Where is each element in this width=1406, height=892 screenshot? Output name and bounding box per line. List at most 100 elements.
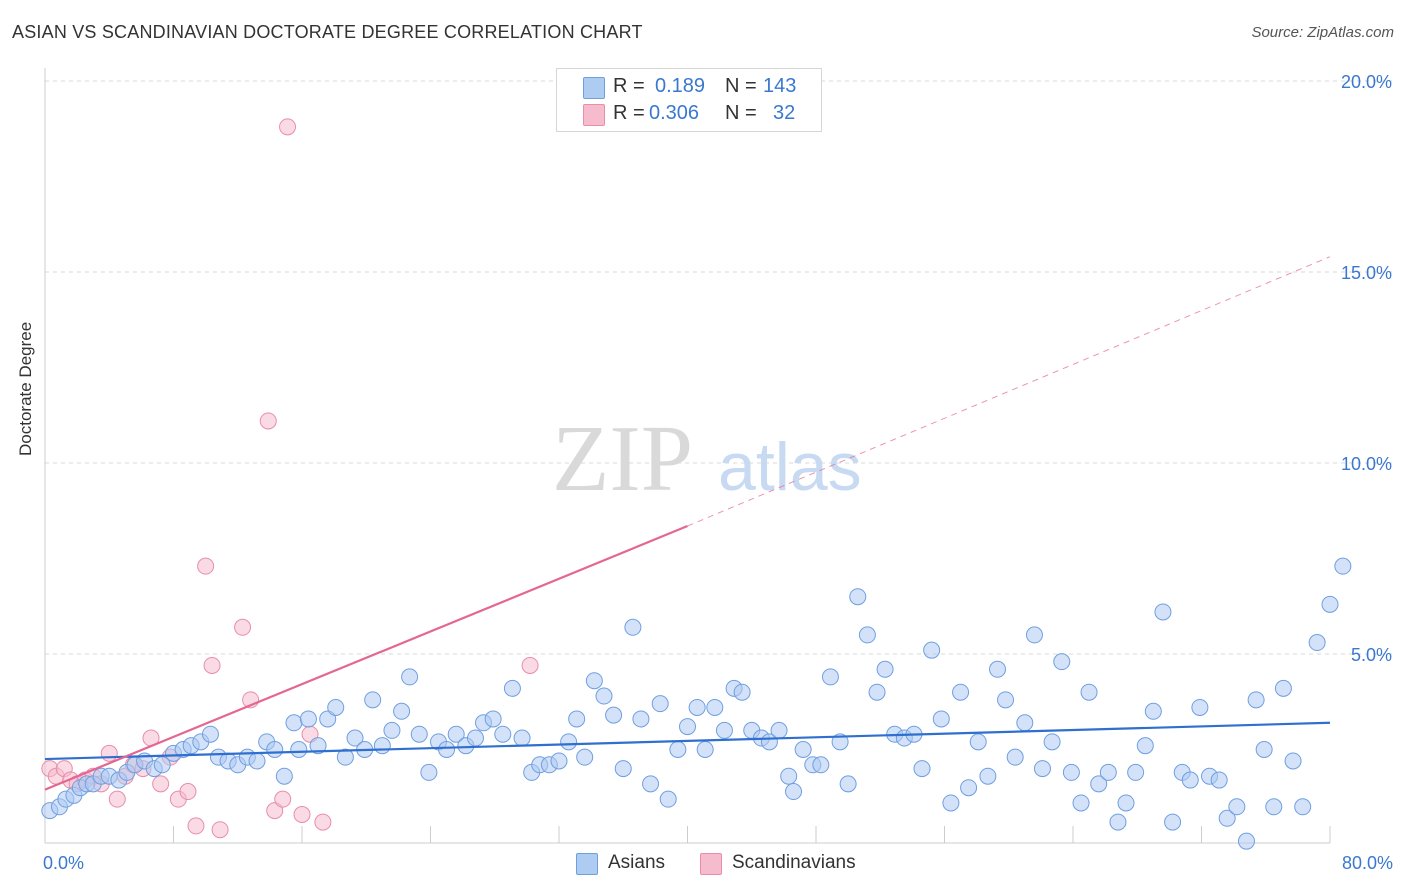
y-tick-label: 10.0% [1341, 454, 1392, 474]
n-label: N = [725, 75, 757, 97]
data-point-asians [696, 741, 714, 758]
data-point-asians [438, 741, 456, 758]
data-point-asians [780, 767, 798, 785]
trend-line-scandinavians-extrapolated [687, 256, 1331, 527]
x-tick-label: 0.0% [43, 853, 84, 873]
data-point-asians [290, 741, 308, 758]
data-point-asians [605, 706, 623, 724]
asians-swatch [583, 77, 605, 99]
y-tick-label: 15.0% [1341, 263, 1392, 283]
data-point-asians [1334, 557, 1352, 575]
data-point-asians [1062, 763, 1080, 781]
data-point-asians [1127, 763, 1145, 781]
data-point-asians [923, 641, 941, 659]
data-point-asians [812, 756, 830, 774]
asians-legend-swatch [576, 853, 598, 875]
data-point-asians [420, 763, 438, 781]
data-point-asians [1228, 798, 1246, 816]
data-point-asians [410, 725, 428, 743]
data-point-asians [715, 721, 733, 739]
tick-labels: 5.0% 10.0% 15.0% 20.0% 0.0% 80.0% [43, 72, 1393, 873]
data-point-asians [1181, 771, 1199, 789]
trend-line-scandinavians [44, 525, 688, 791]
series-asians-points [41, 557, 1352, 850]
r-value: 0.306 [649, 102, 700, 124]
gridlines [45, 80, 1392, 655]
data-point-asians [364, 691, 382, 709]
data-point-asians [1080, 683, 1098, 701]
data-point-asians [1294, 798, 1312, 816]
data-point-asians [632, 710, 650, 728]
data-point-asians [679, 718, 696, 736]
data-point-asians [1210, 771, 1228, 789]
data-point-scandinavians [293, 805, 311, 823]
data-point-asians [1237, 832, 1255, 850]
data-point-asians [932, 710, 950, 728]
r-value: 0.189 [655, 75, 706, 97]
trend-lines [44, 256, 1331, 791]
source-label: Source: ZipAtlas.com [1251, 24, 1394, 41]
data-point-asians [550, 752, 568, 770]
data-point-asians [997, 691, 1015, 709]
data-point-asians [642, 775, 660, 793]
data-point-asians [1025, 626, 1043, 644]
data-point-asians [1016, 714, 1034, 732]
data-point-asians [1117, 794, 1135, 812]
data-point-asians [969, 733, 987, 751]
y-tick-label: 20.0% [1341, 72, 1392, 92]
data-point-asians [868, 683, 886, 701]
data-point-asians [585, 672, 603, 690]
y-axis-label: Doctorate Degree [16, 321, 35, 456]
data-point-asians [794, 741, 812, 758]
asians-legend-label: Asians [608, 852, 666, 873]
data-point-scandinavians [100, 744, 118, 762]
data-point-asians [821, 668, 839, 686]
data-point-asians [447, 725, 465, 743]
data-point-asians [952, 683, 970, 701]
data-point-asians [1255, 741, 1273, 758]
data-point-scandinavians [187, 817, 205, 835]
data-point-scandinavians [179, 783, 197, 801]
data-point-asians [706, 698, 724, 716]
data-point-asians [1218, 809, 1236, 827]
data-point-asians [1247, 691, 1265, 709]
data-point-asians [960, 779, 978, 797]
n-value: 32 [773, 102, 796, 124]
r-label: R = [613, 102, 645, 124]
data-point-scandinavians [274, 790, 292, 808]
data-point-asians [336, 748, 354, 766]
data-point-asians [309, 737, 327, 755]
r-label: R = [613, 75, 645, 97]
x-tick-label: 80.0% [1342, 853, 1393, 873]
data-point-asians [1191, 698, 1209, 716]
data-point-asians [849, 588, 867, 606]
data-point-asians [1033, 760, 1051, 778]
data-point-scandinavians [108, 790, 126, 808]
data-point-asians [1136, 737, 1154, 755]
data-point-asians [1164, 813, 1182, 831]
data-point-asians [393, 702, 411, 720]
data-point-scandinavians [234, 618, 252, 636]
data-point-asians [484, 710, 502, 728]
data-point-asians [688, 698, 706, 716]
data-point-scandinavians [197, 557, 215, 575]
data-point-asians [979, 767, 997, 785]
data-point-asians [299, 710, 317, 728]
data-point-asians [1072, 794, 1090, 812]
n-value: 143 [763, 75, 797, 97]
data-point-asians [1284, 752, 1302, 770]
data-point-asians [560, 733, 578, 751]
data-point-scandinavians [211, 821, 229, 839]
data-point-asians [266, 741, 284, 758]
data-point-asians [839, 775, 857, 793]
data-point-scandinavians [259, 412, 277, 430]
scandinavians-legend-swatch [700, 853, 722, 875]
data-point-asians [624, 618, 642, 636]
data-point-asians [503, 679, 521, 697]
data-point-asians [1053, 653, 1071, 671]
n-label: N = [725, 102, 757, 124]
watermark-zip: ZIP [552, 407, 693, 511]
data-point-asians [1274, 679, 1292, 697]
data-point-asians [494, 725, 512, 743]
data-point-asians [201, 725, 219, 743]
